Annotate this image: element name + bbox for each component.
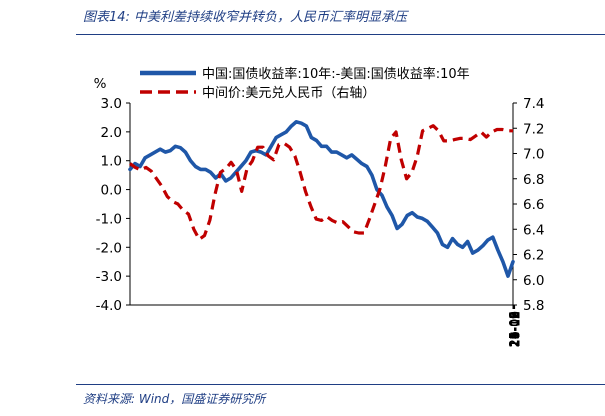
x-tick-label: 18-06	[507, 311, 522, 347]
x-tick-label: 17-09	[507, 311, 522, 347]
y2-tick-label: 7.2	[523, 121, 544, 137]
series-line-fx	[129, 124, 513, 241]
x-tick-label: 19-03	[507, 311, 522, 347]
y2-tick-label: 6.2	[523, 248, 544, 264]
x-tick-label: 19-12	[507, 311, 522, 347]
bottom-divider	[76, 384, 605, 385]
y2-tick-label: 7.0	[523, 147, 544, 163]
y-tick-label: 3.0	[101, 96, 122, 112]
series-line-spread	[128, 120, 515, 278]
y2-tick-label: 6.0	[523, 273, 544, 289]
top-divider	[76, 34, 605, 35]
y-tick-label: 2.0	[101, 125, 122, 141]
axes: 3.0 2.0 1.0 0.0 -1.0 -2.0 -3.0 -4.0 7.4 7.2 7.0 6.8…	[96, 96, 545, 347]
legend-label-spread: 中国:国债收益率:10年:-美国:国债收益率:10年	[202, 66, 470, 82]
chart: % 中国:国债收益率:10年:-美国:国债收益率:10年 中间价:美元兑人民币（…	[94, 66, 545, 347]
x-tick-label: 22-12	[506, 311, 521, 347]
figure-title: 图表14: 中美利差持续收窄并转负，人民币汇率明显承压	[83, 10, 408, 25]
series-layer	[128, 120, 515, 278]
y-tick-label: 1.0	[101, 154, 122, 170]
y-tick-label: -2.0	[96, 240, 122, 256]
y-tick-label: -1.0	[96, 211, 122, 227]
x-tick-label: 21-06	[507, 311, 522, 347]
y2-tick-label: 6.4	[523, 222, 544, 238]
y2-tick-label: 6.6	[523, 197, 544, 213]
y-tick-label: 0.0	[101, 183, 122, 199]
legend-label-fx: 中间价:美元兑人民币（右轴）	[202, 86, 375, 101]
source-note: 资料来源: Wind，国盛证券研究所	[83, 392, 266, 406]
y-tick-label: -4.0	[96, 298, 122, 314]
x-tick-label: 23-09	[506, 311, 521, 347]
y2-tick-label: 5.8	[523, 298, 544, 314]
y2-tick-label: 6.8	[523, 172, 544, 188]
x-tick-label: 25-03	[506, 311, 521, 347]
x-tick-label: 24-06	[506, 311, 521, 347]
y-axis-unit: %	[94, 76, 107, 92]
x-tick-label: 20-09	[507, 311, 522, 347]
x-tick-label: 16-12	[508, 311, 523, 347]
legend: 中国:国债收益率:10年:-美国:国债收益率:10年 中间价:美元兑人民币（右轴…	[140, 66, 470, 101]
x-tick-label: 22-03	[507, 311, 522, 347]
y2-tick-label: 7.4	[523, 96, 544, 112]
y-tick-label: -3.0	[96, 269, 122, 285]
